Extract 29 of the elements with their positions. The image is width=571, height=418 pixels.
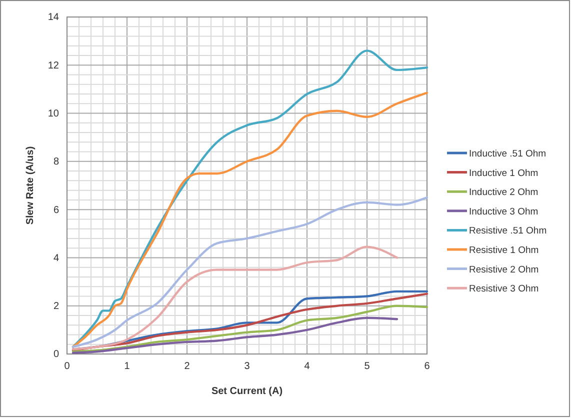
- line-series: [72, 246, 398, 350]
- x-tick-label: 2: [184, 361, 190, 372]
- x-tick-label: 6: [424, 361, 430, 372]
- legend-label: Inductive 2 Ohm: [469, 187, 538, 198]
- legend-label: Inductive .51 Ohm: [469, 148, 546, 160]
- legend-label: Inductive 1 Ohm: [469, 168, 538, 179]
- x-tick-label: 3: [244, 361, 250, 372]
- legend-label: Resistive 3 Ohm: [469, 284, 539, 295]
- y-tick-label: 4: [53, 252, 60, 264]
- x-tick-label: 1: [124, 361, 130, 372]
- y-tick-label: 10: [48, 108, 60, 120]
- y-tick-label: 2: [53, 301, 60, 312]
- legend-label: Inductive 3 Ohm: [469, 206, 538, 218]
- y-tick-label: 14: [48, 12, 60, 24]
- legend-label: Resistive .51 Ohm: [469, 226, 547, 237]
- line-series: [72, 304, 428, 353]
- line-series: [72, 316, 398, 354]
- x-tick-label: 0: [64, 361, 70, 372]
- legend-label: Resistive 1 Ohm: [469, 245, 539, 256]
- y-tick-label: 8: [53, 156, 60, 168]
- y-axis-title: Slew Rate (A/us): [25, 146, 36, 225]
- line-series: [72, 196, 428, 348]
- x-tick-label: 4: [304, 361, 310, 372]
- y-tick-label: 12: [48, 60, 60, 72]
- y-tick-label: 0: [53, 349, 60, 360]
- legend-label: Resistive 2 Ohm: [469, 264, 539, 276]
- y-tick-label: 6: [53, 204, 60, 216]
- x-axis-title: Set Current (A): [211, 386, 283, 397]
- x-tick-label: 5: [364, 361, 370, 372]
